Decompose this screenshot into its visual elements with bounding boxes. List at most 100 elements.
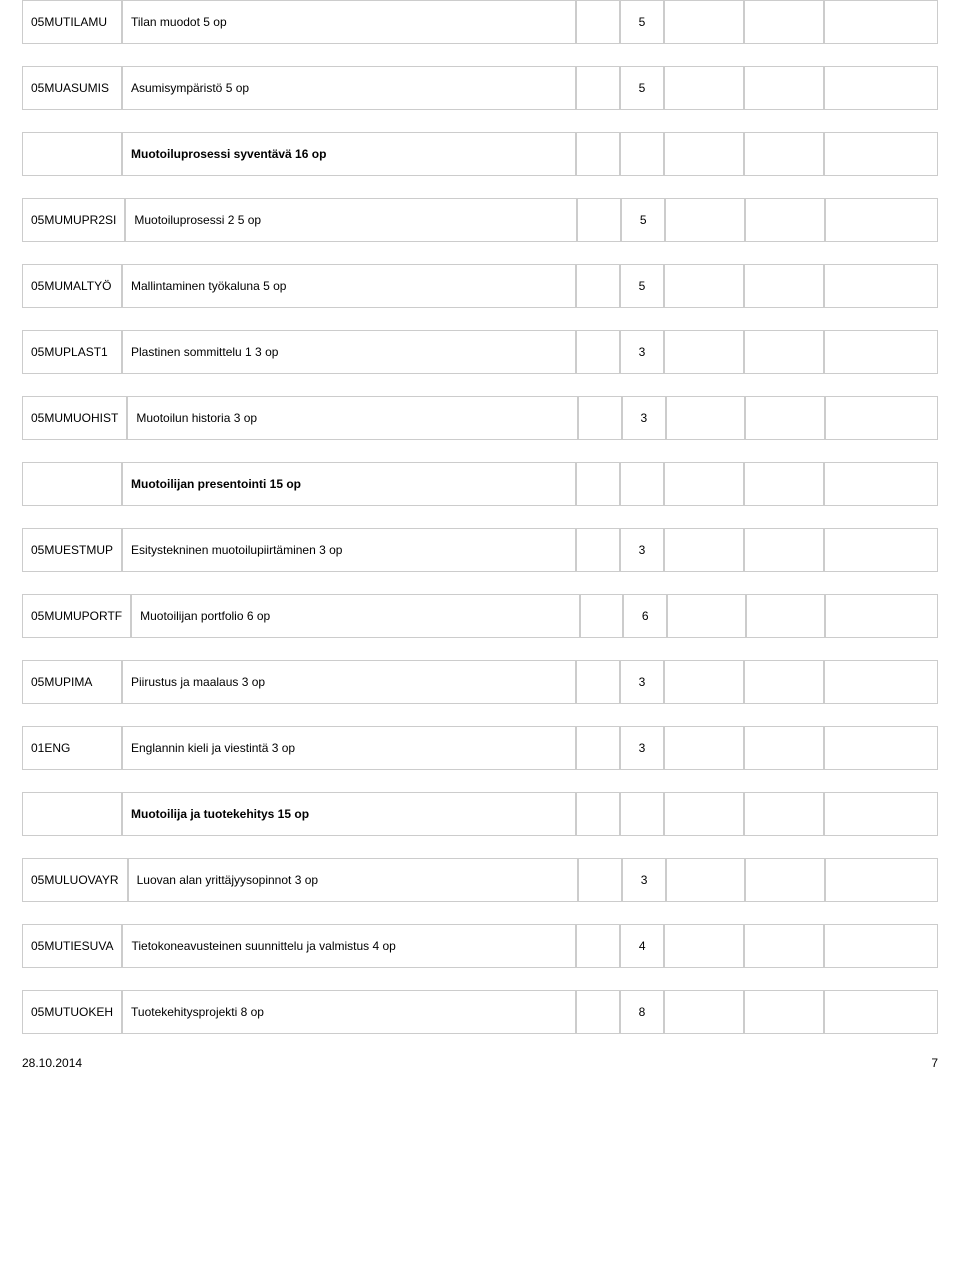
cell-n3 [666, 396, 745, 440]
cell-desc: Muotoilijan presentointi 15 op [122, 462, 576, 506]
cell-main: 3 [620, 660, 664, 704]
cell-desc: Plastinen sommittelu 1 3 op [122, 330, 576, 374]
cell-n1 [576, 264, 620, 308]
cell-n4 [744, 792, 824, 836]
cell-n5 [824, 462, 938, 506]
cell-main: 4 [620, 924, 664, 968]
cell-n3 [664, 330, 744, 374]
table-row: Muotoiluprosessi syventävä 16 op [22, 132, 938, 176]
cell-desc: Luovan alan yrittäjyysopinnot 3 op [128, 858, 579, 902]
cell-code: 05MUESTMUP [22, 528, 122, 572]
cell-n3 [664, 462, 744, 506]
cell-n4 [744, 330, 824, 374]
cell-n1 [580, 594, 624, 638]
cell-code: 05MUTUOKEH [22, 990, 122, 1034]
cell-code: 05MUASUMIS [22, 66, 122, 110]
cell-code: 01ENG [22, 726, 122, 770]
cell-n1 [576, 0, 620, 44]
cell-n4 [744, 66, 824, 110]
cell-code: 05MUTIESUVA [22, 924, 122, 968]
table-row: 01ENGEnglannin kieli ja viestintä 3 op 3 [22, 726, 938, 770]
cell-n4 [744, 0, 824, 44]
cell-n1 [576, 462, 620, 506]
cell-desc: Tuotekehitysprojekti 8 op [122, 990, 576, 1034]
cell-n4 [745, 858, 824, 902]
cell-n3 [664, 132, 744, 176]
cell-n3 [664, 726, 744, 770]
cell-code [22, 462, 122, 506]
cell-main: 6 [623, 594, 667, 638]
cell-main: 5 [620, 66, 664, 110]
cell-n5 [824, 990, 938, 1034]
cell-n1 [576, 924, 620, 968]
cell-n5 [825, 594, 938, 638]
cell-desc: Muotoilijan portfolio 6 op [131, 594, 580, 638]
cell-desc: Mallintaminen työkaluna 5 op [122, 264, 576, 308]
cell-desc: Englannin kieli ja viestintä 3 op [122, 726, 576, 770]
cell-n1 [576, 660, 620, 704]
cell-main: 8 [620, 990, 664, 1034]
cell-n5 [824, 330, 938, 374]
cell-n1 [576, 132, 620, 176]
cell-n1 [576, 726, 620, 770]
table-row: 05MUMALTYÖMallintaminen työkaluna 5 op5 [22, 264, 938, 308]
table-row: 05MUTILAMUTilan muodot 5 op 5 [22, 0, 938, 44]
cell-desc: Esitystekninen muotoilupiirtäminen 3 op [122, 528, 576, 572]
cell-n3 [667, 594, 746, 638]
tables-container: 05MUTILAMUTilan muodot 5 op505MUASUMISAs… [0, 0, 960, 1034]
table-row: 05MULUOVAYRLuovan alan yrittäjyysopinnot… [22, 858, 938, 902]
cell-n3 [664, 990, 744, 1034]
cell-code: 05MUTILAMU [22, 0, 122, 44]
cell-n1 [576, 66, 620, 110]
cell-code: 05MULUOVAYR [22, 858, 128, 902]
table-row: 05MUMUOHISTMuotoilun historia 3 op 3 [22, 396, 938, 440]
cell-n5 [825, 198, 939, 242]
cell-code: 05MUMALTYÖ [22, 264, 122, 308]
cell-n3 [664, 0, 744, 44]
footer-date: 28.10.2014 [22, 1056, 82, 1070]
cell-n3 [664, 66, 744, 110]
table-row: 05MUMUPR2SIMuotoiluprosessi 2 5 op 5 [22, 198, 938, 242]
page-footer: 28.10.2014 7 [22, 1056, 938, 1070]
cell-n4 [744, 264, 824, 308]
cell-n3 [664, 792, 744, 836]
cell-main: 3 [622, 396, 666, 440]
cell-desc: Muotoilija ja tuotekehitys 15 op [122, 792, 576, 836]
cell-code: 05MUMUOHIST [22, 396, 127, 440]
cell-n1 [576, 330, 620, 374]
cell-n1 [578, 396, 622, 440]
cell-n5 [824, 660, 938, 704]
cell-n4 [744, 990, 824, 1034]
table-row: Muotoilija ja tuotekehitys 15 op [22, 792, 938, 836]
cell-n4 [746, 594, 825, 638]
cell-n1 [576, 792, 620, 836]
cell-desc: Muotoilun historia 3 op [127, 396, 578, 440]
cell-desc: Asumisympäristö 5 op [122, 66, 576, 110]
table-row: 05MUESTMUPEsitystekninen muotoilupiirtäm… [22, 528, 938, 572]
cell-main: 3 [620, 726, 664, 770]
cell-n3 [664, 924, 744, 968]
cell-n1 [577, 198, 621, 242]
table-row: 05MUASUMISAsumisympäristö 5 op 5 [22, 66, 938, 110]
cell-n3 [664, 660, 744, 704]
cell-main: 5 [620, 0, 664, 44]
cell-code: 05MUMUPR2SI [22, 198, 125, 242]
cell-code: 05MUPIMA [22, 660, 122, 704]
cell-desc: Tilan muodot 5 op [122, 0, 576, 44]
cell-n4 [744, 726, 824, 770]
cell-n4 [744, 660, 824, 704]
cell-n4 [744, 462, 824, 506]
cell-desc: Muotoiluprosessi 2 5 op [125, 198, 577, 242]
cell-code [22, 132, 122, 176]
table-row: 05MUMUPORTFMuotoilijan portfolio 6 op6 [22, 594, 938, 638]
cell-n3 [664, 528, 744, 572]
cell-main: 5 [621, 198, 665, 242]
cell-n1 [578, 858, 622, 902]
cell-main: 3 [620, 330, 664, 374]
cell-n5 [825, 396, 938, 440]
cell-n4 [744, 924, 824, 968]
cell-n4 [745, 396, 824, 440]
table-row: 05MUTIESUVATietokoneavusteinen suunnitte… [22, 924, 938, 968]
cell-n5 [824, 66, 938, 110]
cell-code: 05MUPLAST1 [22, 330, 122, 374]
